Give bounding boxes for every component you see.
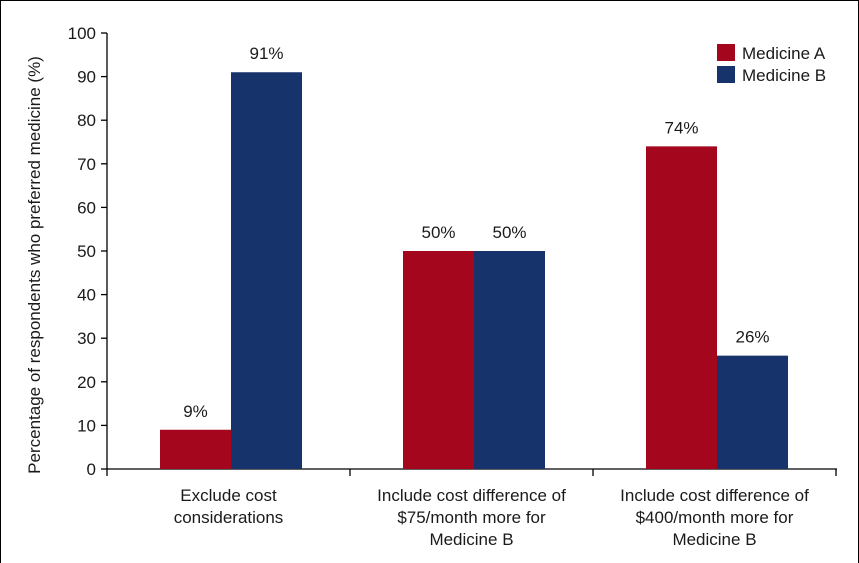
y-tick-label: 40 [77, 286, 96, 305]
value-labels-group: 9% 91% 50% 50% 74% 26% [183, 44, 769, 421]
bar [474, 251, 545, 469]
category-label-line: considerations [174, 508, 284, 527]
y-tick-label: 60 [77, 198, 96, 217]
y-tick-label: 50 [77, 242, 96, 261]
bar [717, 355, 788, 469]
y-tick-label: 10 [77, 416, 96, 435]
y-axis-title: Percentage of respondents who preferred … [25, 56, 44, 474]
category-label-line: Include cost difference of [377, 486, 566, 505]
data-label: 74% [664, 118, 698, 137]
legend-label: Medicine B [742, 66, 826, 85]
data-label: 91% [249, 44, 283, 63]
bar [646, 146, 717, 470]
y-axis-title-group: Percentage of respondents who preferred … [25, 56, 44, 474]
category-label: Include cost difference of $75/month more… [377, 486, 566, 549]
category-label-line: Include cost difference of [620, 486, 809, 505]
y-tick-label: 70 [77, 155, 96, 174]
data-label: 9% [183, 402, 208, 421]
category-labels-group: Exclude cost considerations Include cost d… [174, 486, 809, 549]
y-tick-label: 30 [77, 329, 96, 348]
legend-swatch [717, 66, 735, 83]
bar [160, 429, 231, 469]
legend: Medicine A Medicine B [717, 44, 826, 85]
category-label: Exclude cost considerations [174, 486, 284, 527]
category-label-line: $400/month more for [636, 508, 794, 527]
category-label-line: Medicine B [429, 530, 513, 549]
legend-swatch [717, 44, 735, 61]
category-label: Include cost difference of $400/month mor… [620, 486, 809, 549]
bars-group [160, 72, 788, 470]
y-tick-label: 20 [77, 373, 96, 392]
data-label: 26% [735, 328, 769, 347]
data-label: 50% [421, 223, 455, 242]
y-tick-label: 80 [77, 111, 96, 130]
legend-label: Medicine A [742, 44, 826, 63]
y-tick-label: 0 [87, 460, 96, 479]
bar [403, 251, 474, 469]
category-label-line: Medicine B [672, 530, 756, 549]
category-label-line: $75/month more for [397, 508, 546, 527]
data-label: 50% [492, 223, 526, 242]
bar [231, 72, 302, 470]
y-tick-label: 100 [68, 24, 96, 43]
category-label-line: Exclude cost [180, 486, 277, 505]
y-tick-label: 90 [77, 68, 96, 87]
